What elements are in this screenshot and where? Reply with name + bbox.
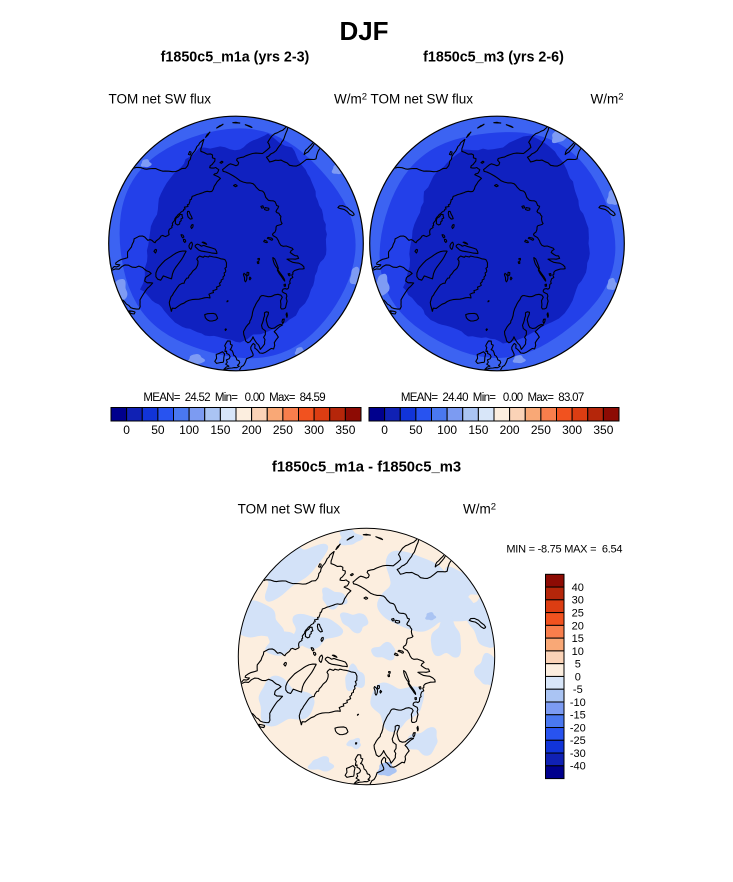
svg-text:15: 15 (572, 633, 584, 645)
svg-text:f1850c5_m3 (yrs 2-6): f1850c5_m3 (yrs 2-6) (423, 49, 564, 65)
svg-text:f1850c5_m1a - f1850c5_m3: f1850c5_m1a - f1850c5_m3 (272, 459, 461, 475)
svg-text:150: 150 (210, 423, 230, 437)
svg-text:50: 50 (151, 423, 165, 437)
svg-text:250: 250 (273, 423, 293, 437)
svg-text:350: 350 (593, 423, 613, 437)
svg-text:W/m2: W/m2 (334, 91, 367, 106)
svg-text:200: 200 (242, 423, 262, 437)
svg-text:-40: -40 (570, 761, 586, 773)
svg-text:30: 30 (572, 595, 584, 607)
svg-text:300: 300 (562, 423, 582, 437)
svg-text:MEAN= 24.40 Min= 0.00 Max: MEAN= 24.40 Min= 0.00 Max= 83.07 (401, 392, 584, 404)
svg-text:-15: -15 (570, 710, 586, 722)
svg-text:W/m2: W/m2 (463, 502, 496, 517)
svg-text:-25: -25 (570, 735, 586, 747)
svg-text:350: 350 (335, 423, 355, 437)
svg-text:f1850c5_m1a (yrs 2-3): f1850c5_m1a (yrs 2-3) (161, 49, 310, 65)
svg-text:0: 0 (381, 423, 388, 437)
svg-text:-10: -10 (570, 697, 586, 709)
svg-text:TOM net SW flux: TOM net SW flux (238, 502, 341, 517)
svg-text:40: 40 (572, 582, 584, 594)
svg-text:250: 250 (531, 423, 551, 437)
svg-text:-5: -5 (573, 684, 583, 696)
svg-text:10: 10 (572, 646, 584, 658)
svg-text:150: 150 (468, 423, 488, 437)
svg-text:5: 5 (575, 659, 581, 671)
svg-text:-20: -20 (570, 722, 586, 734)
svg-text:100: 100 (179, 423, 199, 437)
svg-text:W/m2: W/m2 (591, 91, 624, 106)
svg-text:300: 300 (304, 423, 324, 437)
svg-text:TOM net SW flux: TOM net SW flux (371, 91, 474, 106)
svg-text:DJF: DJF (339, 16, 388, 46)
svg-text:20: 20 (572, 620, 584, 632)
svg-text:0: 0 (575, 671, 581, 683)
svg-text:MIN = -8.75 MAX = 6.54: MIN = -8.75 MAX = 6.54 (506, 544, 622, 556)
svg-text:-30: -30 (570, 748, 586, 760)
svg-text:50: 50 (409, 423, 423, 437)
svg-text:TOM net SW flux: TOM net SW flux (109, 91, 212, 106)
svg-text:100: 100 (437, 423, 457, 437)
svg-text:25: 25 (572, 608, 584, 620)
svg-text:MEAN= 24.52 Min= 0.00 Max: MEAN= 24.52 Min= 0.00 Max= 84.59 (143, 392, 325, 404)
svg-text:200: 200 (500, 423, 520, 437)
svg-text:0: 0 (123, 423, 130, 437)
